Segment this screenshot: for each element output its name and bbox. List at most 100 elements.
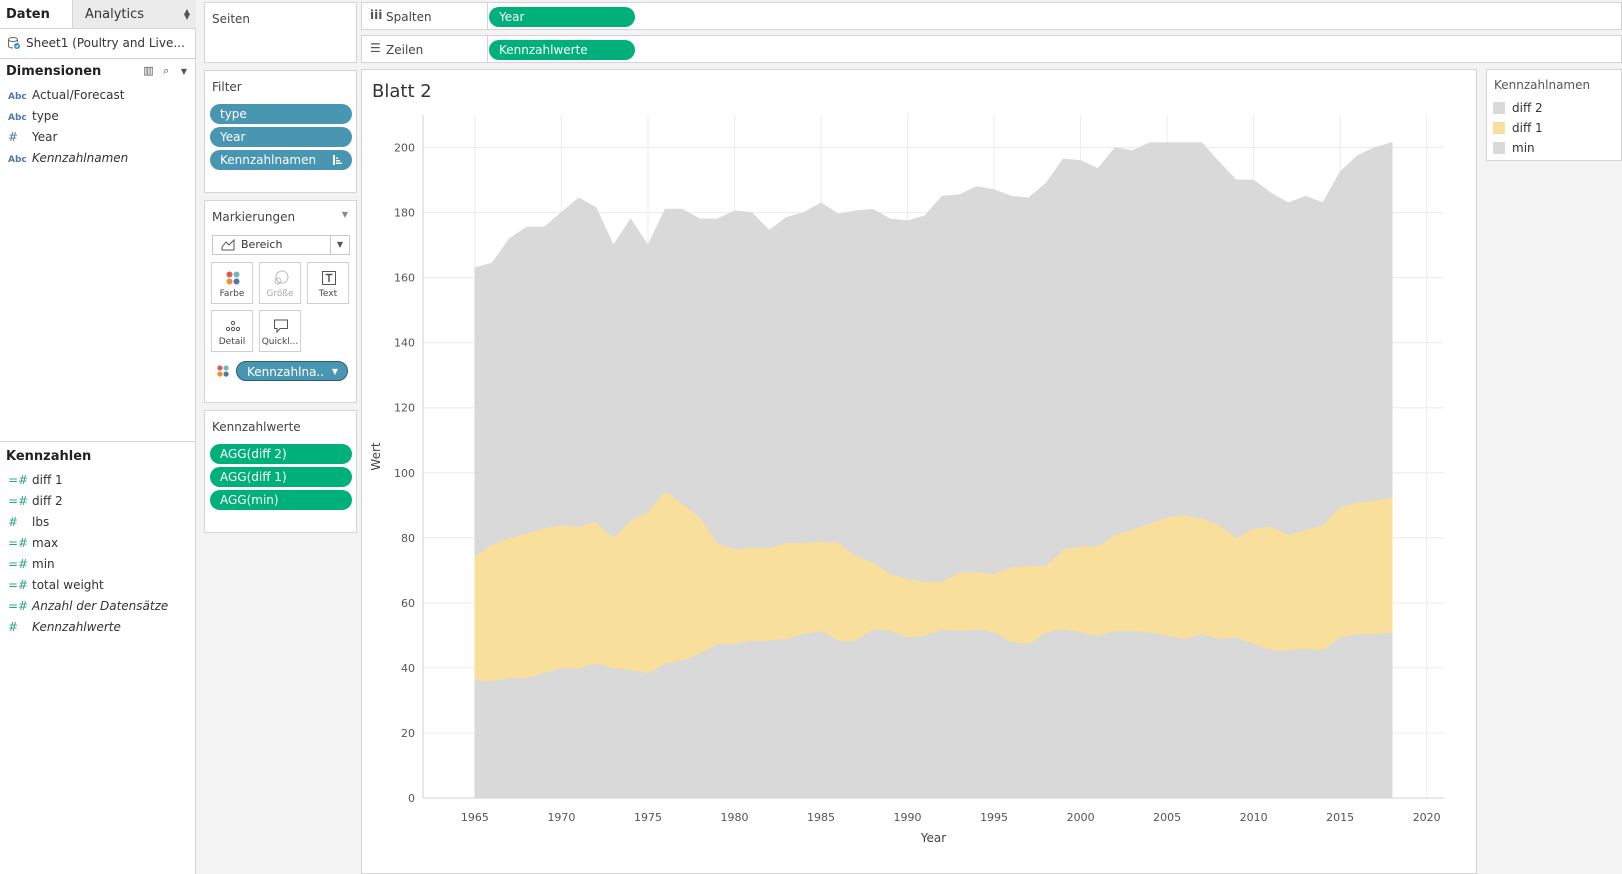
y-tick-label: 100	[394, 467, 415, 480]
detail-button-label: Detail	[218, 337, 246, 347]
measure-icon: #	[8, 620, 19, 634]
legend-item-diff-1[interactable]: diff 1	[1493, 120, 1543, 136]
x-tick-label: 1990	[894, 811, 922, 824]
legend-item-min[interactable]: min	[1493, 140, 1535, 156]
x-tick-label: 1995	[980, 811, 1008, 824]
list-view-icon[interactable]: ▥	[143, 64, 154, 77]
measure-field[interactable]: =# diff 2	[8, 491, 63, 511]
measure-field[interactable]: # lbs	[8, 512, 49, 532]
search-icon[interactable]: ⌕	[163, 64, 170, 77]
measure-field[interactable]: =# Anzahl der Datensätze	[8, 596, 168, 616]
x-tick-label: 2015	[1326, 811, 1354, 824]
filters-card[interactable]: Filter type Year Kennzahlnamen	[204, 70, 357, 193]
legend-item-diff-2[interactable]: diff 2	[1493, 100, 1543, 116]
measure-pill[interactable]: AGG(min)	[210, 490, 352, 510]
measure-field[interactable]: =# max	[8, 533, 58, 553]
x-axis-title: Year	[920, 831, 946, 845]
text-button-label: Text	[318, 289, 338, 299]
tooltip-button[interactable]: Quickl...	[259, 310, 301, 352]
y-axis-title: Wert	[369, 442, 383, 470]
pages-card[interactable]: Seiten	[204, 2, 357, 63]
data-pane: Daten Analytics ▲ ▼ Sheet1 (Poultry and L…	[0, 0, 196, 874]
color-field-pill[interactable]: Kennzahlna.. ▼	[236, 361, 348, 381]
columns-icon: iii	[370, 8, 383, 22]
y-tick-label: 40	[401, 662, 415, 675]
text-button[interactable]: Text	[307, 262, 349, 304]
filter-pill-kennzahlnamen[interactable]: Kennzahlnamen	[210, 150, 352, 170]
legend-swatch	[1493, 142, 1505, 154]
measure-pill[interactable]: AGG(diff 2)	[210, 444, 352, 464]
area-chart[interactable]: 0 20 40 60 80 100 120 140 160 180 200 1965 1970 1975 1…	[362, 70, 1476, 873]
legend-swatch	[1493, 122, 1505, 134]
y-tick-label: 180	[394, 207, 415, 220]
rows-shelf-label: Zeilen	[386, 43, 424, 57]
size-icon	[274, 270, 289, 285]
y-tick-label: 160	[394, 272, 415, 285]
size-button-label: Größe	[266, 289, 294, 299]
mark-type-select[interactable]: Bereich ▼	[212, 235, 350, 255]
y-tick-label: 20	[401, 727, 415, 740]
chevron-down-icon[interactable]: ▼	[180, 67, 187, 76]
text-label-icon	[322, 271, 336, 285]
string-type-icon: Abc	[8, 155, 27, 165]
legend-swatch	[1493, 102, 1505, 114]
chevron-down-icon[interactable]: ▼	[341, 210, 348, 219]
chevron-down-icon: ▼	[330, 236, 349, 254]
color-button-label: Farbe	[219, 289, 245, 299]
measure-values-card[interactable]: Kennzahlwerte AGG(diff 2) AGG(diff 1) AG…	[204, 410, 357, 533]
dimension-field[interactable]: Abc Kennzahlnamen	[8, 148, 128, 168]
color-button[interactable]: Farbe	[211, 262, 253, 304]
x-tick-label: 1985	[807, 811, 835, 824]
data-source-label: Sheet1 (Poultry and Live...	[26, 36, 185, 50]
field-label: Year	[32, 130, 58, 144]
tab-analytics-label: Analytics	[85, 7, 145, 22]
field-label: Anzahl der Datensätze	[32, 599, 169, 613]
color-legend: Kennzahlnamen diff 2 diff 1 min	[1486, 69, 1622, 161]
rows-pill-kennzahlwerte[interactable]: Kennzahlwerte	[489, 40, 635, 60]
x-tick-label: 2020	[1413, 811, 1441, 824]
worksheet: 0 20 40 60 80 100 120 140 160 180 200 1965 1970 1975 1…	[361, 69, 1477, 874]
sheet-title[interactable]: Blatt 2	[372, 81, 432, 102]
measure-field[interactable]: =# diff 1	[8, 470, 63, 490]
legend-item-label: diff 1	[1512, 121, 1543, 135]
y-tick-label: 120	[394, 402, 415, 415]
size-button[interactable]: Größe	[259, 262, 301, 304]
measure-field[interactable]: =# total weight	[8, 575, 104, 595]
updown-arrow-icon: ▲ ▼	[183, 7, 190, 21]
tab-data[interactable]: Daten	[0, 0, 72, 28]
color-palette-icon	[226, 271, 240, 285]
database-icon	[8, 37, 20, 49]
measure-pill[interactable]: AGG(diff 1)	[210, 467, 352, 487]
area-series-diff-2	[474, 142, 1393, 583]
x-tick-label: 1970	[547, 811, 575, 824]
mark-type-label: Bereich	[241, 238, 283, 251]
data-source[interactable]: Sheet1 (Poultry and Live...	[0, 29, 196, 59]
measure-field[interactable]: # Kennzahlwerte	[8, 617, 121, 637]
pages-title: Seiten	[212, 12, 251, 26]
x-tick-label: 2005	[1153, 811, 1181, 824]
columns-shelf[interactable]: iii Spalten Year	[361, 2, 1622, 30]
dimension-field[interactable]: Abc type	[8, 106, 59, 126]
measure-field[interactable]: =# min	[8, 554, 55, 574]
y-tick-label: 140	[394, 337, 415, 350]
dimension-field[interactable]: Abc Actual/Forecast	[8, 85, 124, 105]
tooltip-speech-bubble-icon	[274, 319, 288, 334]
data-pane-tabs: Daten Analytics ▲ ▼	[0, 0, 196, 29]
field-label: lbs	[32, 515, 50, 529]
pane-divider[interactable]	[0, 441, 196, 442]
dimension-field[interactable]: # Year	[8, 127, 57, 147]
marks-card: Markierungen ▼ Bereich ▼ Farbe Größe Tex…	[204, 200, 357, 403]
calculated-measure-icon: =#	[8, 599, 29, 613]
filter-pill-type[interactable]: type	[210, 104, 352, 124]
measure-values-title: Kennzahlwerte	[212, 420, 301, 434]
detail-button[interactable]: Detail	[211, 310, 253, 352]
rows-shelf[interactable]: ☰ Zeilen Kennzahlwerte	[361, 35, 1622, 63]
color-field-pill-label: Kennzahlna..	[247, 365, 325, 379]
field-label: Kennzahlwerte	[32, 620, 121, 634]
calculated-measure-icon: =#	[8, 557, 29, 571]
tab-analytics[interactable]: Analytics ▲ ▼	[72, 0, 196, 28]
filter-pill-year[interactable]: Year	[210, 127, 352, 147]
columns-pill-year[interactable]: Year	[489, 7, 635, 27]
string-type-icon: Abc	[8, 92, 27, 102]
detail-dots-icon	[225, 320, 241, 332]
